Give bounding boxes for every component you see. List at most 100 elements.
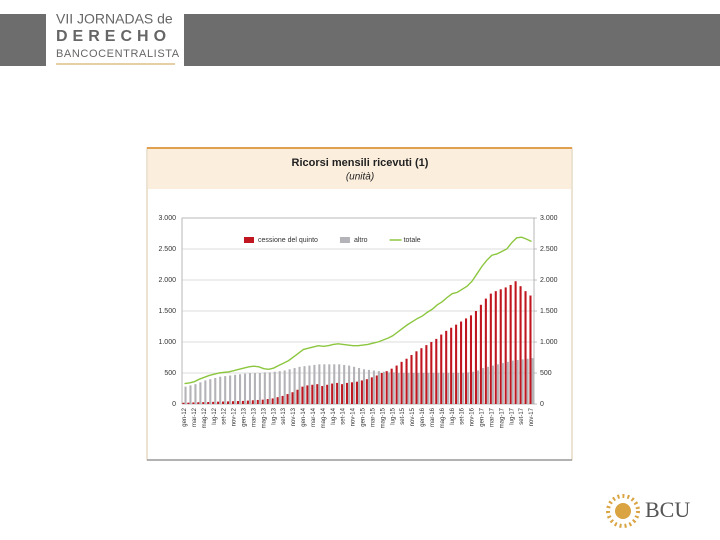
header-line1: VII JORNADAS de <box>56 11 173 27</box>
x-tick-label: gen-13 <box>242 407 248 426</box>
bar <box>182 402 185 404</box>
bar <box>489 293 492 404</box>
bar <box>301 386 304 404</box>
bar <box>323 364 326 404</box>
bar <box>372 370 375 404</box>
x-tick-label: lug-12 <box>212 407 218 424</box>
bar <box>375 375 378 404</box>
bar <box>326 384 329 404</box>
bar <box>365 379 368 404</box>
y2-tick-label: 2.000 <box>540 277 558 284</box>
x-tick-label: mag-12 <box>202 407 208 428</box>
header-line2: DERECHO <box>56 28 171 45</box>
legend-label: cessione del quinto <box>258 237 318 244</box>
y2-tick-label: 3.000 <box>540 215 558 222</box>
bar <box>370 377 373 404</box>
bar <box>467 372 470 404</box>
bar <box>387 372 390 404</box>
bar <box>353 366 356 404</box>
bar <box>251 400 254 404</box>
bar <box>283 370 286 404</box>
bar <box>194 384 197 404</box>
bar <box>460 321 463 404</box>
bar <box>442 373 445 404</box>
bar <box>486 366 489 404</box>
bar <box>316 384 319 404</box>
bar <box>440 334 443 404</box>
x-tick-label: gen-17 <box>480 407 486 426</box>
bar <box>187 402 190 404</box>
bar <box>229 375 232 404</box>
bar <box>452 373 455 404</box>
bar <box>293 368 296 404</box>
x-tick-label: gen-15 <box>361 407 367 426</box>
x-tick-label: set-12 <box>222 407 228 424</box>
bar <box>377 371 380 404</box>
x-tick-label: lug-16 <box>450 407 456 424</box>
x-tick-label: mag-15 <box>380 407 386 428</box>
line-series <box>184 236 532 385</box>
x-tick-label: mag-13 <box>261 407 267 428</box>
bar <box>514 281 517 404</box>
bar <box>199 382 202 404</box>
x-tick-label: nov-14 <box>351 407 357 426</box>
bar <box>417 373 420 404</box>
bar <box>425 345 428 404</box>
bar <box>253 373 256 404</box>
bar <box>268 372 271 404</box>
bar <box>239 374 242 404</box>
bar <box>288 369 291 404</box>
bar <box>333 364 336 404</box>
bar <box>400 361 403 404</box>
y2-tick-label: 0 <box>540 401 544 408</box>
x-tick-label: set-13 <box>281 407 287 424</box>
bar <box>430 342 433 404</box>
sun <box>615 503 631 519</box>
x-tick-label: set-14 <box>341 407 347 424</box>
bar <box>214 377 217 404</box>
bar <box>445 330 448 404</box>
bar <box>390 368 393 404</box>
y2-tick-label: 500 <box>540 370 552 377</box>
bar <box>511 360 514 404</box>
sun-rays <box>606 494 640 528</box>
bar <box>469 315 473 404</box>
legend-label: altro <box>354 237 368 244</box>
bar <box>531 358 534 404</box>
bar <box>217 401 220 404</box>
x-tick-label: mar-14 <box>311 407 317 427</box>
y-tick-label: 1.500 <box>158 308 176 315</box>
x-tick-label: mag-17 <box>499 407 505 428</box>
x-tick-label: lug-13 <box>271 407 277 424</box>
x-tick-label: set-16 <box>460 407 466 424</box>
bar <box>224 376 227 404</box>
bar <box>385 371 388 404</box>
bar <box>447 373 450 404</box>
bar <box>231 401 235 404</box>
y-tick-label: 0 <box>172 401 176 408</box>
bar <box>402 373 405 404</box>
bar <box>496 364 499 404</box>
bar <box>234 374 237 404</box>
bar <box>256 399 259 404</box>
bcu-text: BCU <box>645 497 690 522</box>
x-tick-label: set-15 <box>400 407 406 424</box>
bar <box>474 311 477 404</box>
bar <box>303 366 306 404</box>
bar <box>306 385 309 404</box>
x-tick-label: gen-16 <box>420 407 426 426</box>
bar <box>491 365 494 404</box>
bar <box>516 359 519 404</box>
bar <box>271 398 274 404</box>
bar <box>219 376 222 404</box>
bar <box>348 365 351 404</box>
bar <box>407 373 410 404</box>
bar <box>504 287 507 404</box>
bar <box>501 363 504 404</box>
bar <box>484 298 487 404</box>
bar <box>338 364 341 404</box>
x-tick-label: mar-13 <box>251 407 257 427</box>
bar <box>243 373 247 404</box>
bar <box>410 355 413 404</box>
bar <box>476 370 480 404</box>
